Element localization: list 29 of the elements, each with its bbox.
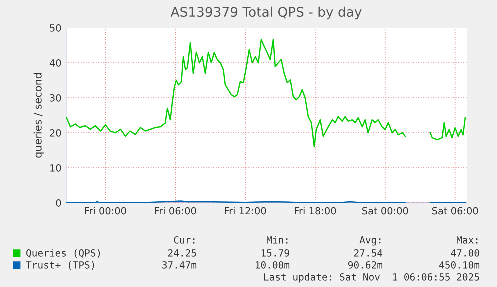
y-tick-label: 30 [50, 94, 62, 102]
legend-label: Queries (QPS) [26, 249, 100, 258]
x-tick-label: Fri 00:00 [85, 207, 126, 215]
y-tick-label: 10 [50, 164, 62, 172]
text: 10.00m [256, 261, 290, 269]
x-tick-label: Fri 12:00 [225, 207, 266, 215]
x-tick-label: Sat 00:00 [362, 207, 408, 215]
x-tick-label: Fri 18:00 [295, 207, 336, 215]
text: 37.47m [162, 261, 197, 269]
text: Max: [456, 236, 478, 244]
y-tick-label: 50 [50, 24, 62, 32]
text: Cur: [174, 236, 195, 244]
text: Min: [266, 236, 288, 244]
y-tick-label: 0 [56, 199, 62, 207]
legend-label: Trust+ (TPS) [26, 261, 94, 270]
text: 90.62m [348, 261, 383, 269]
text: Avg: [360, 236, 381, 246]
text: 47.00 [451, 249, 480, 257]
chart-title: AS139379 Total QPS - by day [170, 6, 362, 20]
y-tick-label: 40 [50, 59, 62, 67]
text: 450.10m [440, 261, 480, 269]
x-tick-label: Sat 06:00 [432, 207, 478, 215]
text: Last update: Sat Nov 1 06:06:55 2025 [264, 273, 480, 283]
text: 27.54 [354, 249, 383, 257]
text: 15.79 [262, 249, 290, 257]
y-axis-title: queries / second [34, 73, 44, 158]
x-tick-label: Fri 06:00 [155, 207, 196, 215]
y-tick-label: 20 [50, 129, 62, 137]
text: 24.25 [168, 249, 196, 257]
